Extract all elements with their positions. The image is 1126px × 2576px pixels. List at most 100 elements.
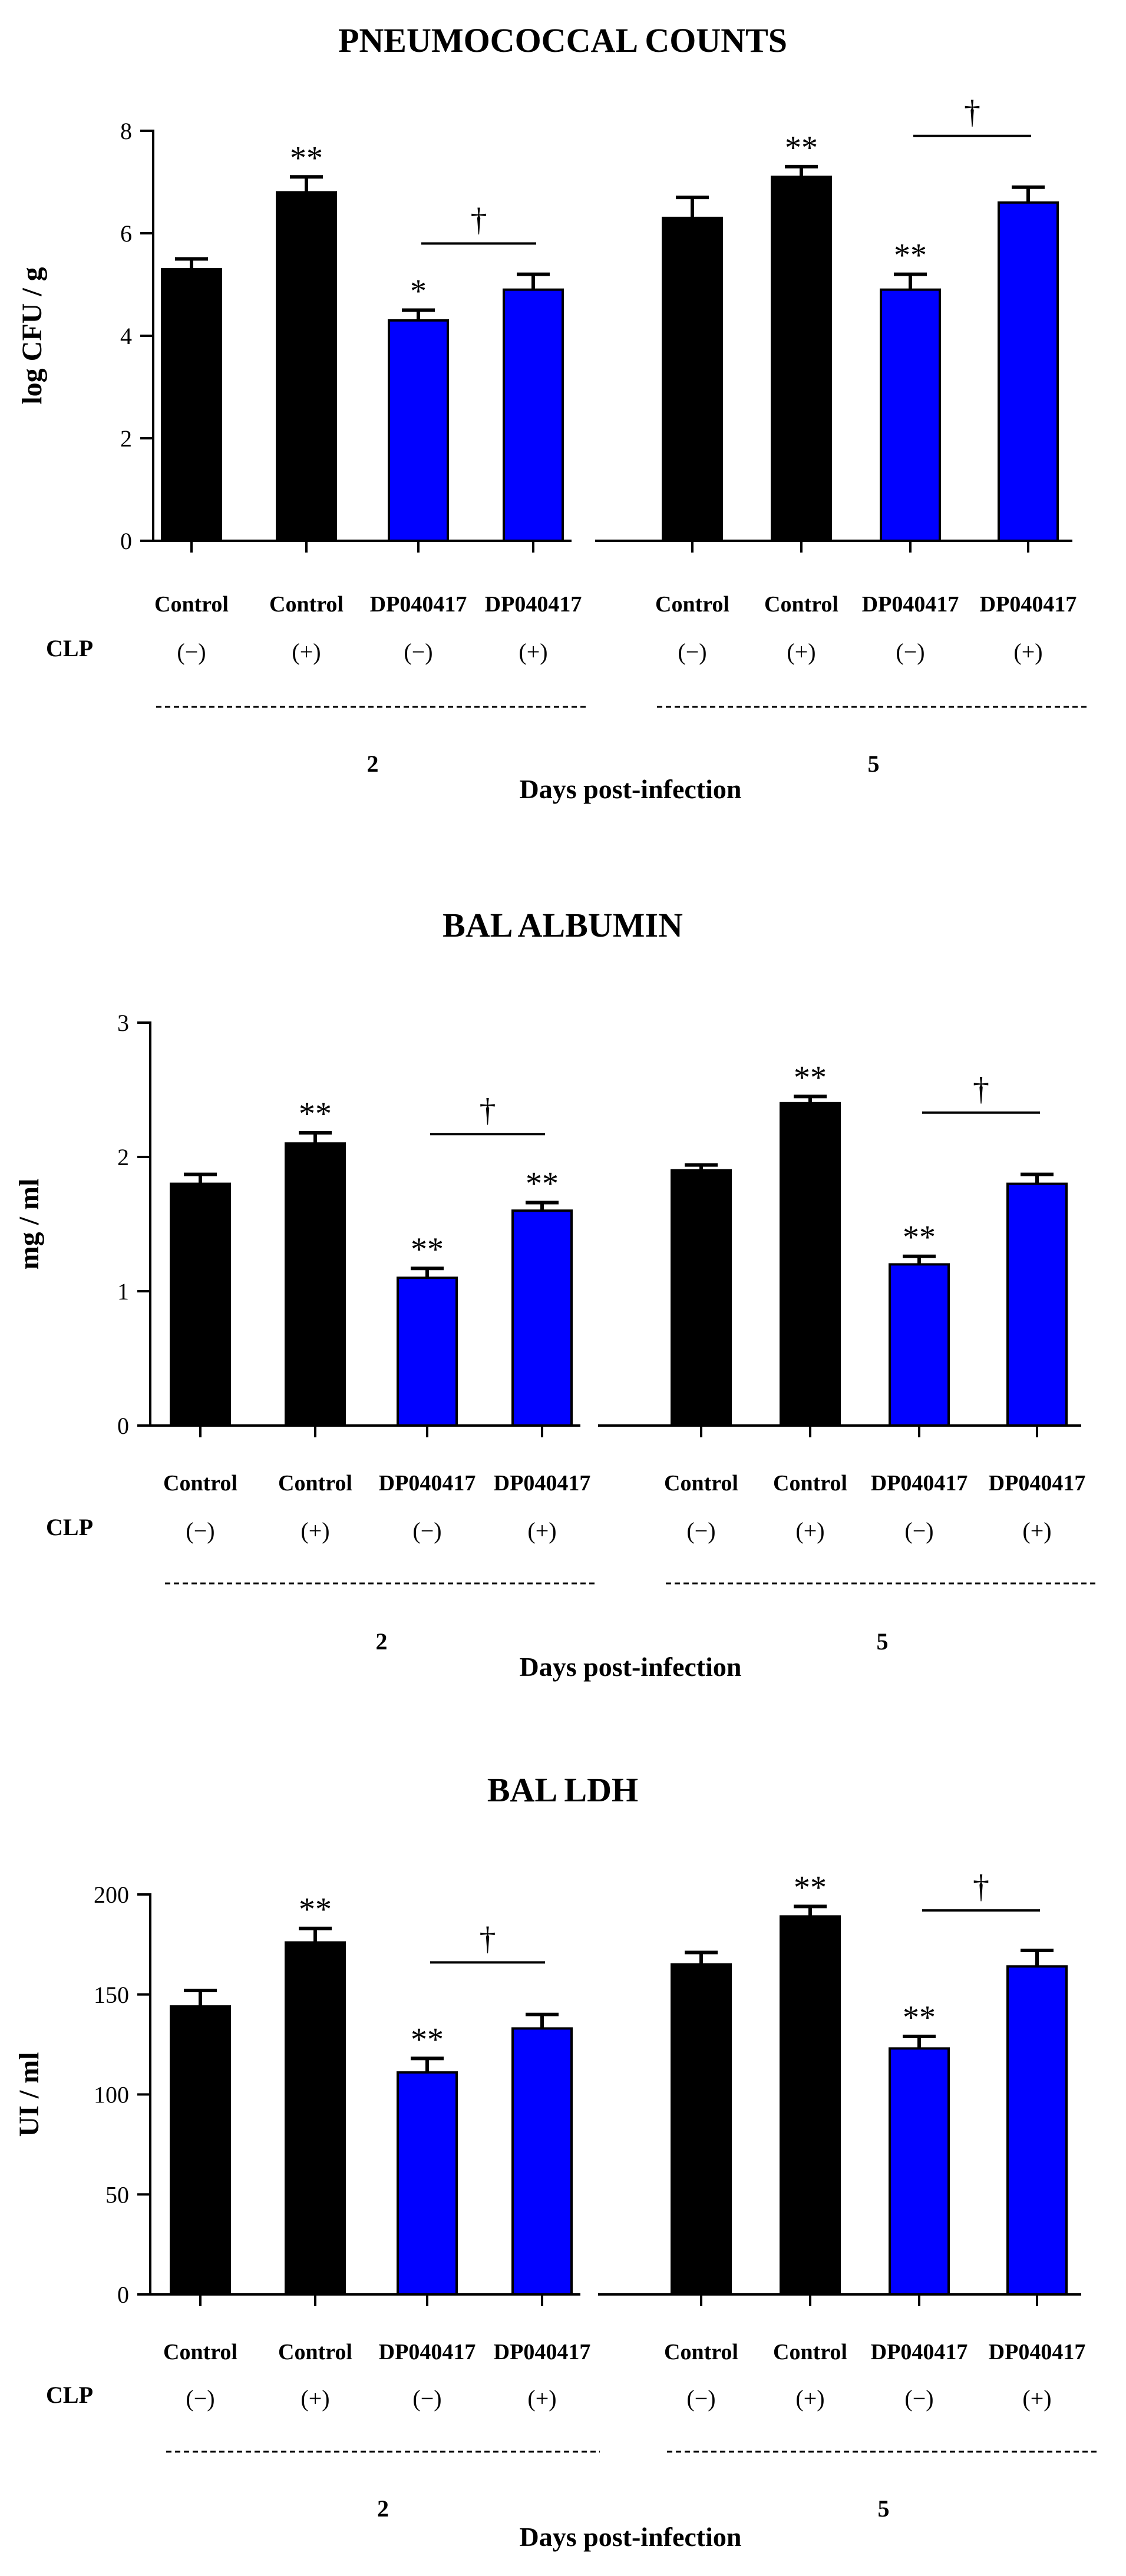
- significance-marker: **: [299, 1892, 332, 1928]
- bar-4: [662, 216, 723, 542]
- clp-sign: (+): [787, 639, 815, 665]
- clp-sign: (+): [795, 2385, 824, 2412]
- clp-sign: (−): [686, 1517, 715, 1544]
- chart-2: BAL LDH UI / ml 0 50 100 150 200 Control (−) ** Co…: [14, 1771, 1100, 2552]
- error-bar-2: [411, 2056, 444, 2073]
- chart-0: PNEUMOCOCCAL COUNTS log CFU / g 0 2 4 6 8 Contr…: [16, 21, 1090, 804]
- significance-marker: **: [903, 1219, 936, 1256]
- group-label: Control: [163, 1471, 237, 1496]
- y-tick-label: 0: [117, 1413, 129, 1439]
- clp-sign: (−): [904, 1517, 933, 1544]
- bar-5: [771, 176, 832, 542]
- clp-row-label: CLP: [46, 2382, 93, 2408]
- clp-sign: (+): [301, 2385, 329, 2412]
- error-bar-5: [794, 1094, 827, 1103]
- y-tick-label: 0: [120, 528, 132, 554]
- y-tick-label: 0: [117, 2281, 129, 2308]
- error-bar-3: [526, 1201, 559, 1211]
- error-bar-2: [411, 1266, 444, 1278]
- error-bar-3: [517, 272, 550, 290]
- error-bar-6: [903, 2035, 936, 2049]
- group-label: Control: [773, 1471, 847, 1496]
- y-tick-label: 100: [94, 2082, 129, 2108]
- error-bar-3: [526, 2012, 559, 2029]
- bar-2: [397, 1277, 458, 1427]
- x-axis-label: Days post-infection: [520, 1652, 742, 1682]
- chart-1: BAL ALBUMIN mg / ml 0 1 2 3 Control (−) ** Contro…: [14, 906, 1099, 1682]
- clp-sign: (−): [412, 2385, 441, 2412]
- bar-4: [671, 1169, 732, 1427]
- bar-2: [397, 2071, 458, 2296]
- group-label: DP040417: [370, 592, 467, 617]
- comparison-dagger: †: [973, 1071, 989, 1107]
- clp-sign: (−): [186, 2385, 214, 2412]
- error-bar-6: [894, 272, 927, 290]
- clp-sign: (+): [527, 2385, 556, 2412]
- y-tick-label: 1: [117, 1278, 129, 1305]
- bar-0: [170, 2005, 231, 2296]
- group-label: DP040417: [379, 2340, 476, 2365]
- clp-sign: (−): [404, 639, 432, 665]
- significance-marker: **: [894, 237, 927, 274]
- error-bar-7: [1012, 185, 1045, 203]
- group-label: DP040417: [989, 2340, 1086, 2365]
- error-bar-4: [676, 196, 709, 218]
- clp-sign: (+): [519, 639, 547, 665]
- bar-5: [780, 1102, 841, 1427]
- clp-row-label: CLP: [46, 635, 93, 662]
- clp-sign: (−): [896, 639, 924, 665]
- error-bar-0: [175, 257, 208, 269]
- significance-marker: **: [299, 1096, 332, 1132]
- bar-7: [998, 201, 1059, 542]
- chart-title: BAL ALBUMIN: [443, 906, 683, 944]
- chart-title: BAL LDH: [487, 1771, 638, 1809]
- chart-title: PNEUMOCOCCAL COUNTS: [338, 21, 787, 59]
- error-bar-1: [290, 175, 323, 193]
- error-bar-7: [1021, 1949, 1054, 1967]
- group-label: Control: [269, 592, 344, 617]
- comparison-dagger: †: [480, 1920, 496, 1957]
- error-bar-0: [184, 1172, 217, 1184]
- bar-6: [889, 2047, 950, 2296]
- bar-2: [388, 319, 449, 543]
- y-tick-label: 150: [94, 1982, 129, 2008]
- day-label: 2: [376, 1628, 388, 1655]
- significance-marker: *: [410, 273, 427, 310]
- group-label: DP040417: [494, 1471, 591, 1496]
- day-label: 2: [377, 2495, 389, 2522]
- group-label: DP040417: [989, 1471, 1086, 1496]
- clp-sign: (+): [1022, 1517, 1051, 1544]
- clp-sign: (−): [186, 1517, 214, 1544]
- error-bar-4: [685, 1163, 718, 1170]
- comparison-dagger: †: [973, 1869, 989, 1905]
- bar-3: [511, 1209, 573, 1427]
- clp-sign: (−): [686, 2385, 715, 2412]
- comparison-dagger: †: [471, 201, 487, 238]
- significance-marker: **: [290, 140, 323, 176]
- group-label: Control: [664, 1471, 738, 1496]
- group-label: DP040417: [980, 592, 1077, 617]
- group-label: DP040417: [494, 2340, 591, 2365]
- bar-0: [170, 1182, 231, 1427]
- bar-5: [780, 1915, 841, 2296]
- group-label: Control: [154, 592, 229, 617]
- clp-sign: (−): [678, 639, 706, 665]
- y-tick-label: 4: [120, 323, 132, 349]
- significance-marker: **: [526, 1166, 559, 1202]
- significance-marker: **: [411, 1231, 444, 1268]
- y-tick-label: 2: [120, 425, 132, 452]
- group-label: DP040417: [379, 1471, 476, 1496]
- y-tick-label: 50: [105, 2181, 129, 2208]
- y-tick-label: 3: [117, 1010, 129, 1036]
- x-axis-label: Days post-infection: [520, 2522, 742, 2552]
- y-axis-label: UI / ml: [14, 2052, 45, 2137]
- significance-marker: **: [785, 130, 818, 166]
- bar-3: [511, 2027, 573, 2296]
- clp-sign: (−): [904, 2385, 933, 2412]
- bar-3: [503, 288, 564, 542]
- error-bar-7: [1021, 1172, 1054, 1184]
- bar-6: [880, 288, 941, 542]
- bar-4: [671, 1963, 732, 2296]
